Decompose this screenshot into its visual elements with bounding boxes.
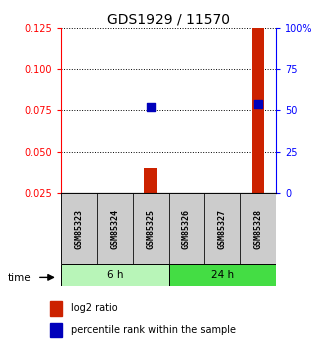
- Bar: [144, 168, 157, 193]
- Bar: [169, 193, 204, 264]
- Bar: [97, 193, 133, 264]
- Text: GSM85324: GSM85324: [110, 209, 119, 248]
- Bar: [61, 264, 169, 286]
- Text: 6 h: 6 h: [107, 270, 123, 280]
- Bar: [50, 301, 62, 316]
- Bar: [61, 193, 97, 264]
- Text: percentile rank within the sample: percentile rank within the sample: [71, 325, 236, 335]
- Bar: [252, 28, 265, 193]
- Text: log2 ratio: log2 ratio: [71, 303, 117, 313]
- Text: GSM85325: GSM85325: [146, 209, 155, 248]
- Bar: [169, 264, 276, 286]
- Bar: [204, 193, 240, 264]
- Point: [148, 104, 153, 110]
- Text: GSM85323: GSM85323: [74, 209, 83, 248]
- Text: GSM85326: GSM85326: [182, 209, 191, 248]
- Title: GDS1929 / 11570: GDS1929 / 11570: [107, 12, 230, 27]
- Text: GSM85327: GSM85327: [218, 209, 227, 248]
- Text: time: time: [8, 273, 32, 283]
- Text: 24 h: 24 h: [211, 270, 234, 280]
- Point: [256, 101, 261, 107]
- Bar: [133, 193, 169, 264]
- Bar: [240, 193, 276, 264]
- Text: GSM85328: GSM85328: [254, 209, 263, 248]
- Bar: [50, 323, 62, 337]
